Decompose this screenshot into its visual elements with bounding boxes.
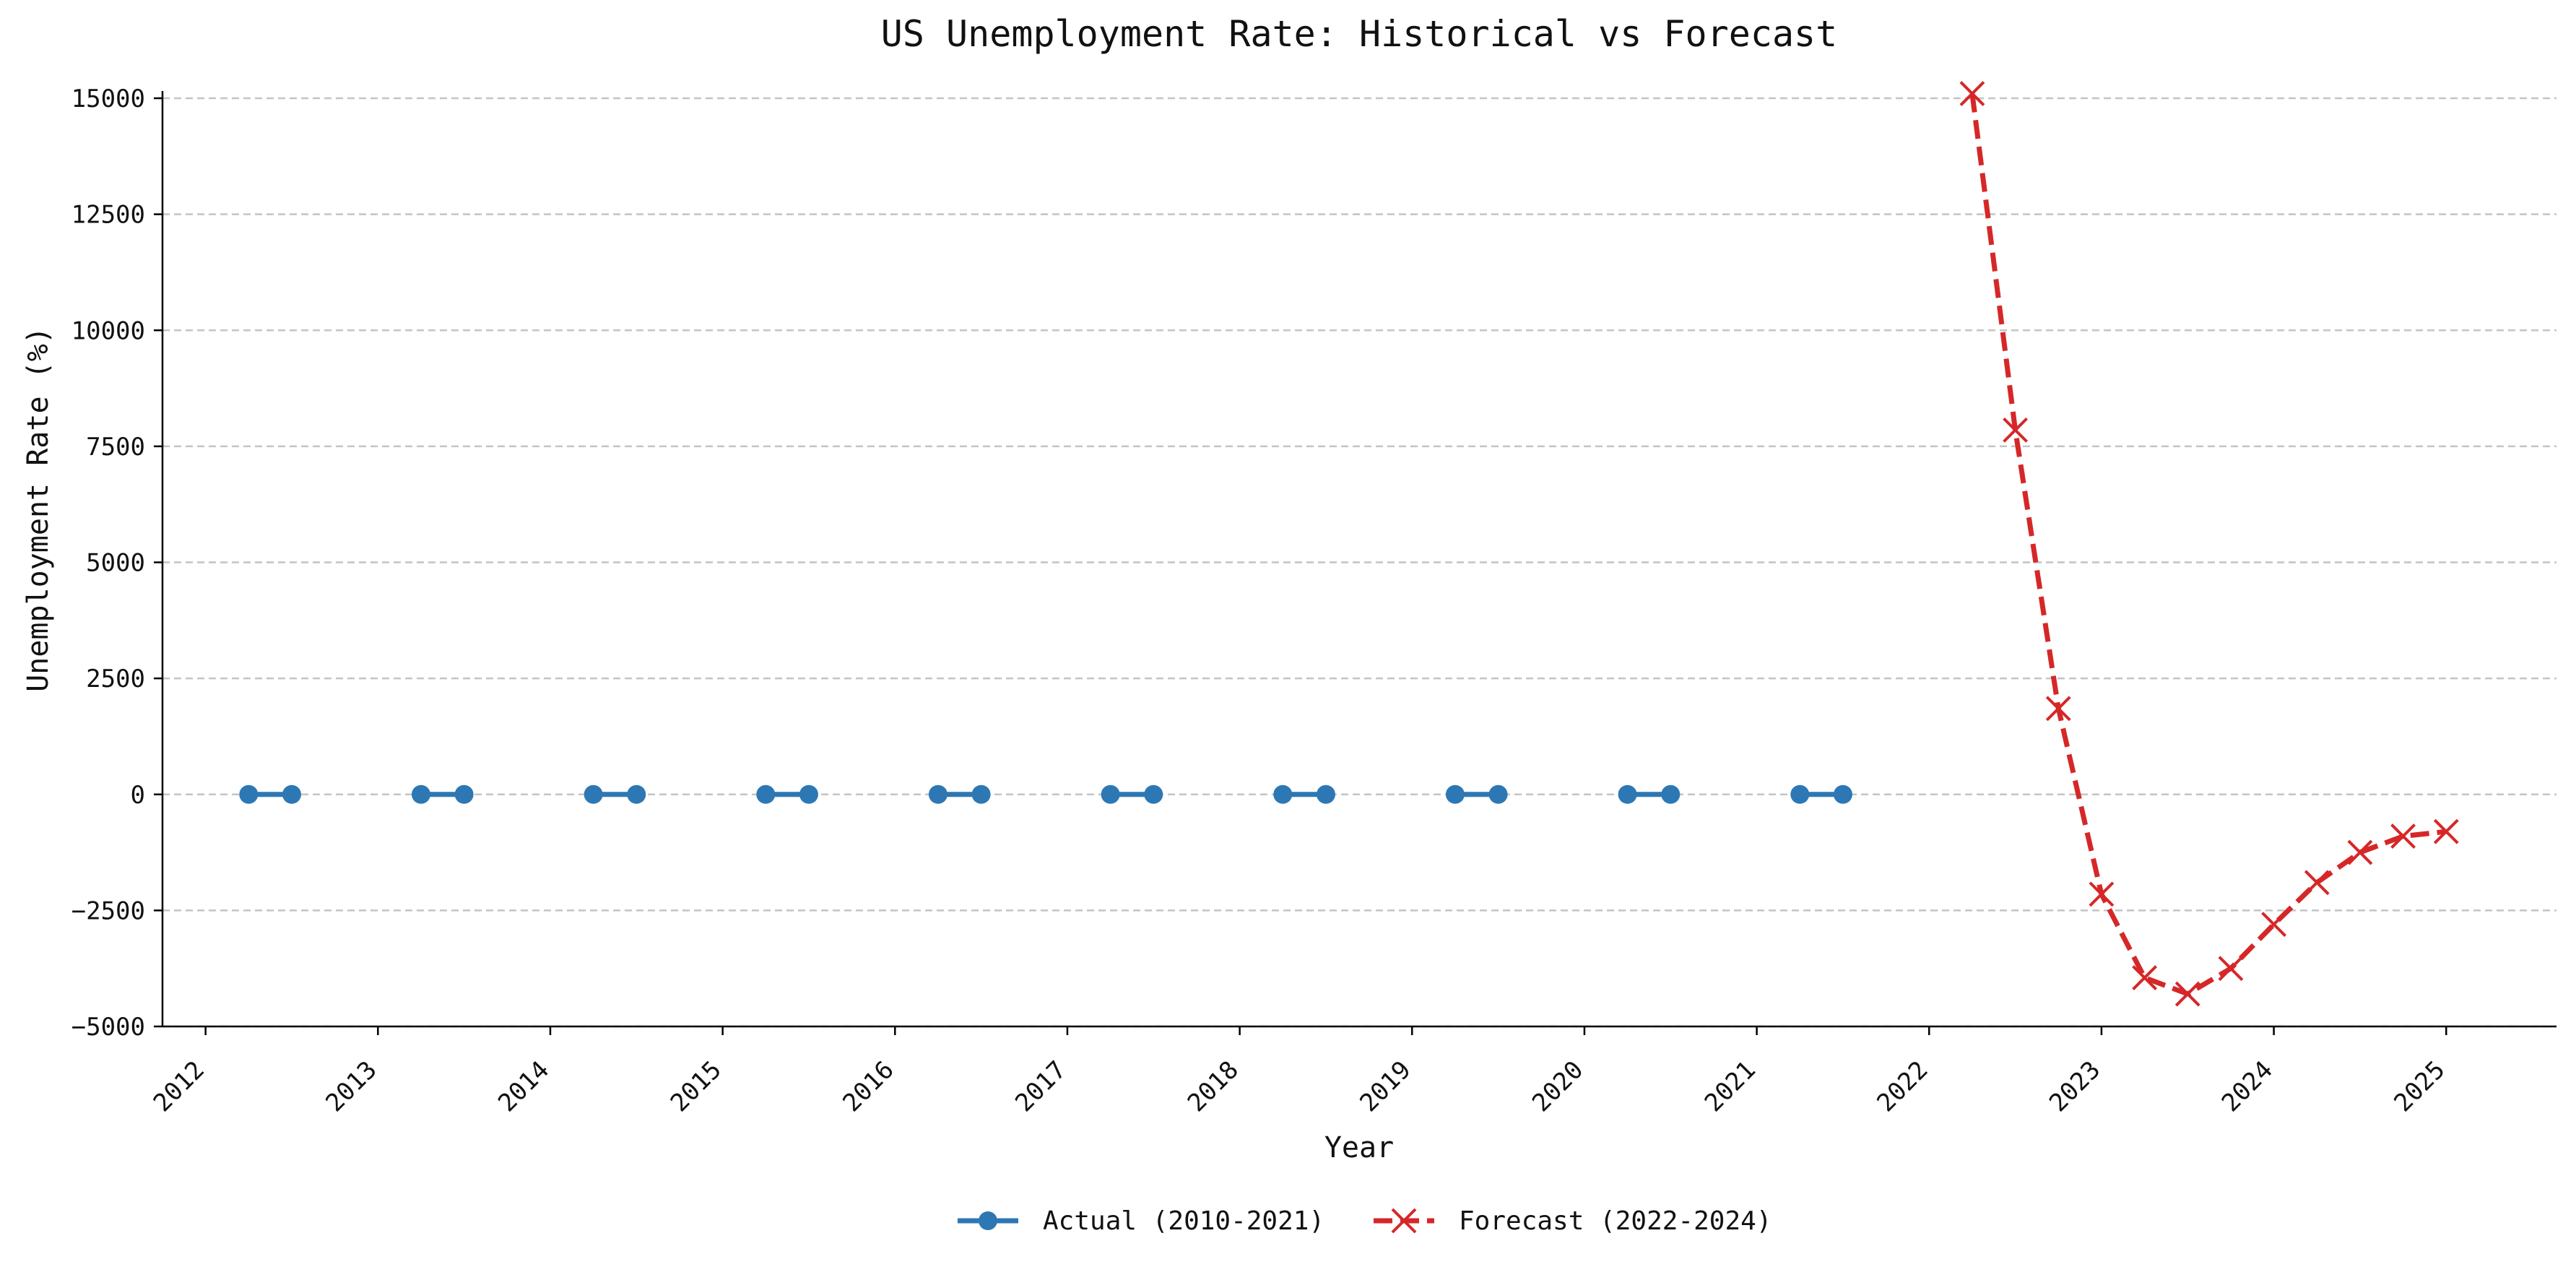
x-tick-label: 2015: [665, 1055, 727, 1117]
legend-label: Actual (2010-2021): [1043, 1206, 1324, 1236]
data-point: [2089, 881, 2115, 907]
data-point: [627, 784, 646, 804]
chart-title: US Unemployment Rate: Historical vs Fore…: [881, 13, 1838, 55]
legend-label: Forecast (2022-2024): [1459, 1206, 1771, 1236]
x-marker-stroke: [2261, 912, 2287, 938]
x-marker-stroke: [2433, 818, 2459, 844]
data-point: [1833, 784, 1852, 804]
legend-item: Actual (2010-2021): [958, 1206, 1324, 1236]
x-marker-stroke: [2390, 823, 2416, 849]
axes: [154, 91, 2557, 1035]
y-tick-label: 5000: [86, 549, 145, 578]
data-point: [1273, 784, 1293, 804]
y-tick-label: 15000: [71, 85, 145, 113]
data-point: [1445, 784, 1465, 804]
x-marker-stroke: [2304, 870, 2330, 896]
x-tick-label: 2023: [2044, 1055, 2106, 1117]
x-axis-label: Year: [1324, 1131, 1394, 1164]
x-marker-stroke: [2003, 417, 2029, 443]
series-plot: [239, 81, 2459, 1007]
gridlines: [162, 97, 2557, 1028]
x-tick-label: 2024: [2216, 1055, 2278, 1117]
data-point: [2433, 818, 2459, 844]
series-line: [1969, 93, 2447, 997]
data-point: [2003, 417, 2029, 443]
y-tick-label: 2500: [86, 665, 145, 693]
data-point: [971, 784, 991, 804]
data-point: [1959, 81, 1985, 106]
x-tick-label: 2025: [2388, 1055, 2450, 1117]
data-point: [2132, 965, 2158, 990]
x-tick-label: 2019: [1354, 1055, 1416, 1117]
data-point: [928, 784, 947, 804]
data-point: [1618, 784, 1637, 804]
x-tick-label: 2020: [1527, 1055, 1589, 1117]
x-marker-stroke: [2132, 965, 2158, 990]
data-point: [2174, 981, 2200, 1007]
x-tick-label: 2021: [1699, 1055, 1761, 1117]
x-tick-label: 2014: [493, 1055, 555, 1117]
data-point: [2347, 839, 2373, 865]
data-point: [584, 784, 603, 804]
x-marker-stroke: [1391, 1208, 1417, 1234]
y-tick-label: 7500: [86, 433, 145, 462]
data-point: [979, 1211, 997, 1230]
data-point: [2045, 696, 2071, 722]
x-tick-label: 2016: [837, 1055, 899, 1117]
x-marker-stroke: [1959, 81, 1985, 106]
data-point: [2390, 823, 2416, 849]
legend: Actual (2010-2021) Forecast (2022-2024): [958, 1206, 1771, 1236]
series-forecast: [1959, 81, 2459, 1007]
y-tick-label: −2500: [71, 896, 145, 925]
x-marker-stroke: [2089, 881, 2115, 907]
x-marker-stroke: [2174, 981, 2200, 1007]
data-point: [756, 784, 776, 804]
y-tick-label: 12500: [71, 201, 145, 230]
series-actual: [239, 784, 1852, 804]
x-tick-label: 2017: [1010, 1055, 1072, 1117]
data-point: [1790, 784, 1810, 804]
data-point: [2304, 870, 2330, 896]
x-marker-stroke: [2347, 839, 2373, 865]
data-point: [454, 784, 474, 804]
data-point: [2218, 956, 2244, 982]
data-point: [411, 784, 430, 804]
y-axis-label: Unemployment Rate (%): [22, 327, 55, 692]
data-point: [1661, 784, 1681, 804]
x-tick-label: 2013: [321, 1055, 383, 1117]
legend-item: Forecast (2022-2024): [1374, 1206, 1771, 1236]
data-point: [282, 784, 301, 804]
x-marker-stroke: [2218, 956, 2244, 982]
data-point: [1144, 784, 1163, 804]
y-tick-label: 0: [131, 781, 145, 810]
y-tick-label: −5000: [71, 1013, 145, 1042]
x-marker-stroke: [2045, 696, 2071, 722]
data-point: [1101, 784, 1120, 804]
data-point: [239, 784, 259, 804]
x-tick-label: 2022: [1871, 1055, 1933, 1117]
data-point: [1391, 1208, 1417, 1234]
data-point: [799, 784, 818, 804]
data-point: [2261, 912, 2287, 938]
x-tick-label: 2012: [148, 1055, 210, 1117]
x-tick-label: 2018: [1182, 1055, 1244, 1117]
tick-labels: −5000 −2500 0 2500 5000 7500 10000 12500 15000 20…: [71, 85, 2451, 1117]
data-point: [1316, 784, 1335, 804]
data-point: [1488, 784, 1508, 804]
y-tick-label: 10000: [71, 316, 145, 345]
